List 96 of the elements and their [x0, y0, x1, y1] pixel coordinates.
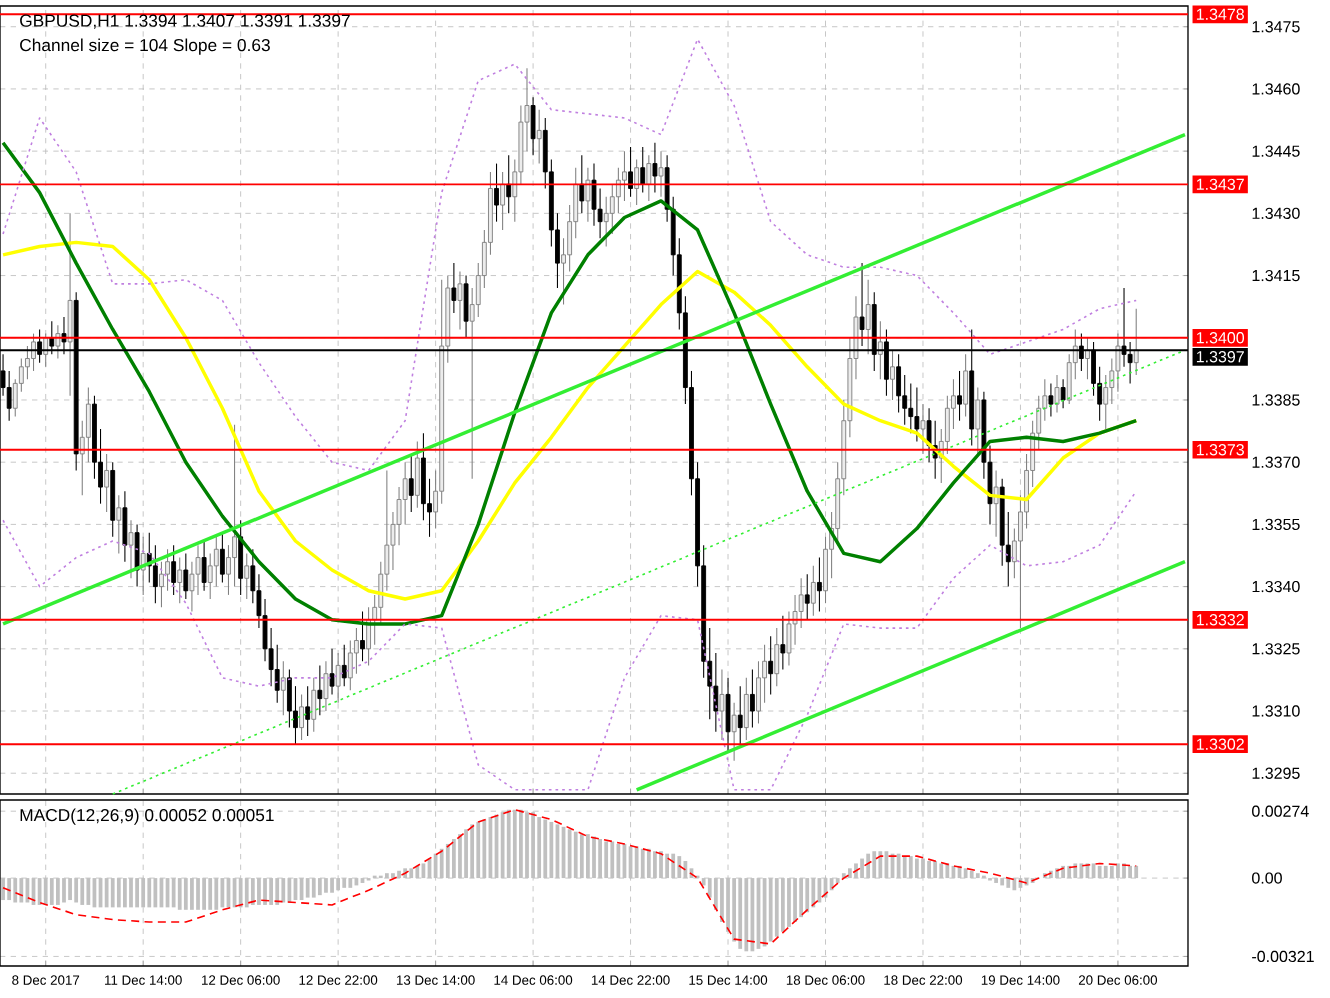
ref-line-label: 1.3478: [1196, 8, 1244, 20]
y-tick-label: 1.3310: [1252, 705, 1300, 717]
text: Channel size = 104 Slope = 0.63: [20, 38, 270, 55]
y-tick-label: 0.00274: [1252, 805, 1309, 817]
y-tick-label: 1.3340: [1252, 580, 1300, 593]
candlestick: [768, 635, 774, 695]
y-tick-label: 1.3385: [1252, 394, 1300, 406]
candlestick: [804, 573, 810, 621]
candlestick: [579, 154, 585, 214]
y-tick-label: 1.3370: [1252, 456, 1300, 468]
candlestick: [810, 565, 816, 617]
candlestick: [55, 324, 61, 360]
candlestick: [219, 532, 225, 583]
candlestick: [408, 453, 414, 513]
candlestick: [171, 544, 177, 596]
candlestick: [877, 320, 883, 380]
y-tick-label: 1.3325: [1252, 643, 1300, 655]
y-tick-label: 0.00: [1252, 872, 1282, 884]
candlestick: [890, 349, 895, 401]
candlestick: [311, 677, 317, 733]
candlestick: [646, 154, 652, 202]
candlestick: [816, 557, 822, 613]
candlestick: [743, 677, 749, 741]
candlestick: [1054, 374, 1060, 413]
line-series: [2, 808, 1138, 945]
y-tick-label: 1.3475: [1252, 21, 1300, 33]
candlestick: [749, 669, 755, 729]
candlestick: [975, 386, 981, 455]
candlestick: [414, 440, 420, 509]
candlestick: [201, 540, 207, 592]
candlestick: [128, 519, 134, 579]
candlestick: [585, 167, 591, 223]
candlestick: [238, 519, 244, 596]
candlestick: [719, 669, 725, 741]
candlestick: [1048, 382, 1054, 418]
candlestick: [299, 693, 304, 741]
candlestick: [329, 648, 335, 695]
candlestick: [725, 677, 731, 754]
y-tick-label: 1.3415: [1252, 269, 1300, 282]
candlestick: [183, 552, 189, 600]
candlestick: [494, 163, 499, 223]
candlestick: [963, 353, 969, 418]
candlestick: [335, 652, 341, 704]
chart-title: MACD(12,26,9) 0.00052 0.00051: [20, 808, 274, 825]
candlestick: [305, 685, 311, 737]
candlestick: [323, 660, 329, 712]
ref-line-label: 1.3332: [1196, 614, 1244, 626]
candlestick: [737, 685, 743, 745]
ref-line-label: 1.3437: [1196, 178, 1244, 190]
y-tick-label: 1.3430: [1252, 207, 1300, 220]
y-tick-label: 1.3460: [1252, 83, 1300, 95]
candlestick: [232, 424, 237, 588]
candlestick: [908, 382, 914, 434]
candlestick: [463, 275, 469, 339]
candlestick: [865, 279, 871, 355]
candlestick: [628, 146, 633, 198]
y-tick-label: 1.3445: [1252, 145, 1300, 157]
chart-title: GBPUSD,H1 1.3394 1.3407 1.3391 1.3397: [20, 14, 350, 29]
candlestick: [536, 109, 542, 165]
y-tick-label: 1.3355: [1252, 518, 1300, 531]
candlestick: [134, 523, 140, 588]
candlestick: [774, 627, 780, 687]
candlestick: [640, 146, 646, 194]
y-tick-label: -0.00321: [1252, 950, 1314, 963]
candlestick: [780, 615, 786, 671]
candlestick: [360, 610, 365, 662]
candlestick: [451, 262, 457, 314]
candlestick: [652, 142, 658, 194]
candlestick: [914, 386, 920, 442]
y-tick-label: 1.3295: [1252, 767, 1300, 779]
candlestick: [317, 664, 323, 716]
candlestick: [177, 557, 183, 604]
candlestick: [244, 552, 250, 600]
candlestick: [280, 660, 286, 716]
ref-line-label: 1.3397: [1196, 351, 1244, 363]
candlestick: [530, 96, 536, 156]
candlestick: [67, 212, 73, 397]
candlestick: [457, 270, 463, 331]
ref-line-label: 1.3373: [1196, 444, 1244, 456]
candlestick: [731, 702, 737, 762]
candlestick: [500, 171, 506, 231]
candlestick: [122, 490, 128, 563]
candlestick: [920, 403, 926, 455]
candlestick: [116, 494, 122, 554]
candlestick: [506, 154, 512, 214]
candlestick: [634, 158, 640, 206]
ref-line-label: 1.3400: [1196, 332, 1245, 344]
candlestick: [1060, 378, 1066, 409]
candlestick: [1085, 337, 1090, 380]
ref-line-label: 1.3302: [1196, 738, 1244, 750]
candlestick: [658, 150, 664, 198]
candlestick: [1133, 308, 1139, 376]
candlestick: [104, 453, 110, 513]
candlestick: [341, 644, 347, 687]
candlestick: [957, 370, 962, 422]
candlestick: [31, 333, 36, 372]
